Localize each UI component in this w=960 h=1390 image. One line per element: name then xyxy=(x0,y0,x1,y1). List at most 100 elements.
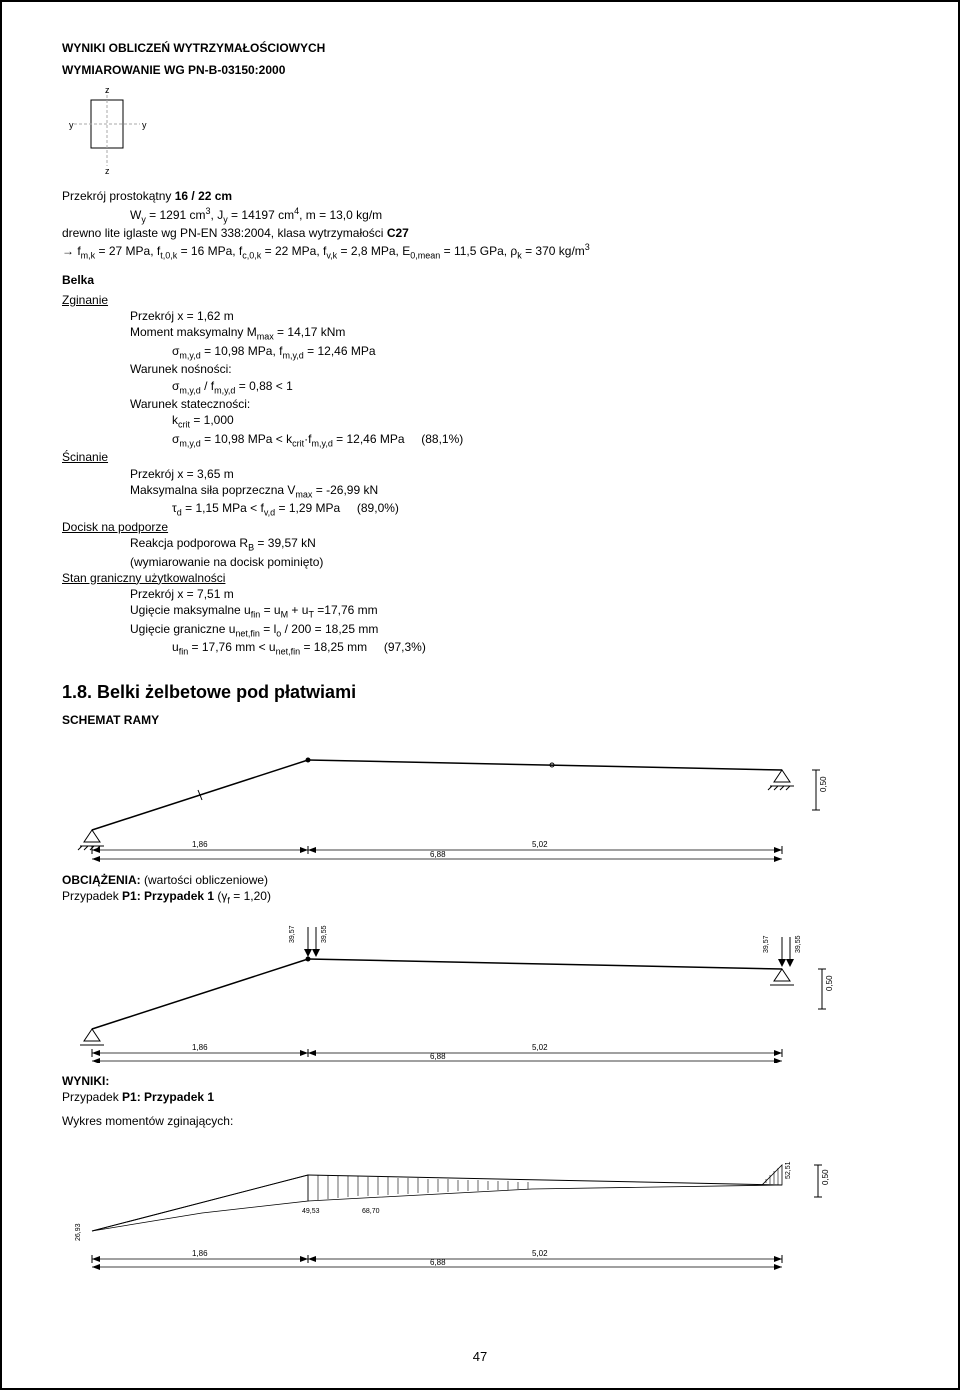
schemat-label: SCHEMAT RAMY xyxy=(62,712,898,728)
zg-l5s1: m,y,d xyxy=(179,385,200,395)
cross-section-text: Przekrój prostokątny 16 / 22 cm Wy = 129… xyxy=(62,188,898,261)
wyniki-case-a: Przypadek xyxy=(62,1090,122,1104)
st-l3: Ugięcie graniczne unet,fin = lo / 200 = … xyxy=(130,621,898,640)
dc-l2: (wymiarowanie na docisk pominięto) xyxy=(130,554,898,570)
cross-section-diagram: y y z z xyxy=(62,84,898,178)
zg-l5: σm,y,d / fm,y,d = 0,88 < 1 xyxy=(172,378,898,397)
svg-text:6,88: 6,88 xyxy=(430,1258,446,1267)
cs-l4s4: v,k xyxy=(326,251,337,261)
svg-text:5,02: 5,02 xyxy=(532,1249,548,1258)
st-l4b: = 17,76 mm < u xyxy=(188,640,275,654)
svg-text:68,70: 68,70 xyxy=(362,1208,380,1215)
zg-l5c: = 0,88 < 1 xyxy=(235,379,292,393)
sc-l2b: = -26,99 kN xyxy=(312,483,378,497)
svg-text:39,57: 39,57 xyxy=(763,935,770,953)
sc-l3b: = 1,15 MPa < f xyxy=(182,501,264,515)
st-l4pct: (97,3%) xyxy=(384,640,426,654)
st-l4s1: fin xyxy=(179,647,189,657)
section-heading: 1.8. Belki żelbetowe pod płatwiami xyxy=(62,680,898,704)
svg-text:y: y xyxy=(142,120,147,130)
dc-l1b: = 39,57 kN xyxy=(254,536,316,550)
cs-l4b: = 16 MPa, f xyxy=(177,244,242,258)
svg-text:52,51: 52,51 xyxy=(785,1162,792,1180)
sc-l3: τd = 1,15 MPa < fv,d = 1,29 MPa (89,0%) xyxy=(172,500,898,519)
docisk-label: Docisk na podporze xyxy=(62,519,898,535)
svg-text:y: y xyxy=(69,120,74,130)
svg-text:6,88: 6,88 xyxy=(430,1052,446,1061)
st-l2s2: M xyxy=(281,610,289,620)
st-l4: ufin = 17,76 mm < unet,fin = 18,25 mm (9… xyxy=(172,639,898,658)
loads-diagram: 39,57 39,55 39,57 39,55 0,50 1,86 5,02 6… xyxy=(62,913,898,1063)
zg-l4: Warunek nośności: xyxy=(130,361,898,377)
zg-l7s: crit xyxy=(178,420,190,430)
zg-l7: kcrit = 1,000 xyxy=(172,412,898,431)
obc-case: Przypadek P1: Przypadek 1 (γf = 1,20) xyxy=(62,888,898,907)
wyniki-label: WYNIKI: xyxy=(62,1073,898,1089)
cs-l4s5: 0,mean xyxy=(410,251,440,261)
st-l2d: =17,76 mm xyxy=(314,603,378,617)
cs-l4a: = 27 MPa, f xyxy=(95,244,160,258)
cs-l3a: drewno lite iglaste wg PN-EN 338:2004, k… xyxy=(62,226,387,240)
st-l3s1: net,fin xyxy=(235,628,260,638)
cs-m: , m = 13,0 kg/m xyxy=(299,208,382,222)
zg-l2sub: max xyxy=(257,332,274,342)
dim-seg2: 5,02 xyxy=(532,840,548,849)
cs-l3b: C27 xyxy=(387,226,409,240)
zg-l8b: = 10,98 MPa < k xyxy=(201,432,292,446)
obc-case-c: (γ xyxy=(214,889,227,903)
dc-l1: Reakcja podporowa RB = 39,57 kN xyxy=(130,535,898,554)
st-l4c: = 18,25 mm xyxy=(300,640,367,654)
zg-l8s1: m,y,d xyxy=(179,438,200,448)
svg-text:0,50: 0,50 xyxy=(819,776,828,792)
cs-wy: W xyxy=(130,208,141,222)
sc-l1: Przekrój x = 3,65 m xyxy=(130,466,898,482)
obc-case-a: Przypadek xyxy=(62,889,122,903)
cs-l4c: = 22 MPa, f xyxy=(261,244,326,258)
sc-l2: Maksymalna siła poprzeczna Vmax = -26,99… xyxy=(130,482,898,501)
cs-l4s1: m,k xyxy=(81,251,96,261)
zg-l7b: = 1,000 xyxy=(190,413,234,427)
stan-label: Stan graniczny użytkowalności xyxy=(62,570,898,586)
obc-case-b: P1: Przypadek 1 xyxy=(122,889,214,903)
cs-line1b: 16 / 22 cm xyxy=(175,189,232,203)
cs-j: , J xyxy=(211,208,224,222)
svg-text:1,86: 1,86 xyxy=(192,1043,208,1052)
svg-text:5,02: 5,02 xyxy=(532,1043,548,1052)
moment-diagram: 26,93 49,53 68,70 52,51 0,50 1,86 5,02 6… xyxy=(62,1135,898,1275)
zg-l5s2: m,y,d xyxy=(214,385,235,395)
cs-l4s3: c,0,k xyxy=(242,251,261,261)
zg-l3: σm,y,d = 10,98 MPa, fm,y,d = 12,46 MPa xyxy=(172,343,898,362)
scinanie-label: Ścinanie xyxy=(62,449,898,465)
zg-l3s2: m,y,d xyxy=(282,350,303,360)
st-l2: Ugięcie maksymalne ufin = uM + uT =17,76… xyxy=(130,602,898,621)
st-l3a: Ugięcie graniczne u xyxy=(130,622,235,636)
cs-l4sup: 3 xyxy=(585,242,590,252)
cs-jr: = 14197 cm xyxy=(228,208,294,222)
st-l2s1: fin xyxy=(251,610,261,620)
frame-diagram: 0,50 1,86 5,02 6,88 xyxy=(62,734,898,862)
page-number: 47 xyxy=(2,1348,958,1366)
zg-l6: Warunek stateczności: xyxy=(130,396,898,412)
zg-l3b: = 10,98 MPa, f xyxy=(201,344,283,358)
svg-text:49,53: 49,53 xyxy=(302,1208,320,1215)
st-l2c: + u xyxy=(288,603,308,617)
cs-line1a: Przekrój prostokątny xyxy=(62,189,175,203)
zg-l3s1: m,y,d xyxy=(179,350,200,360)
cs-l4e: = 11,5 GPa, ρ xyxy=(440,244,517,258)
obc-label: OBCIĄŻENIA: (wartości obliczeniowe) xyxy=(62,872,898,888)
zg-l1: Przekrój x = 1,62 m xyxy=(130,308,898,324)
st-l2a: Ugięcie maksymalne u xyxy=(130,603,251,617)
st-l4s2: net,fin xyxy=(276,647,301,657)
st-l1: Przekrój x = 7,51 m xyxy=(130,586,898,602)
cs-l4s2: t,0,k xyxy=(160,251,177,261)
zg-l8s2: crit xyxy=(292,438,304,448)
zg-l8: σm,y,d = 10,98 MPa < kcrit·fm,y,d = 12,4… xyxy=(172,431,898,450)
wyniki-case: Przypadek P1: Przypadek 1 xyxy=(62,1089,898,1105)
wyniki-case-b: P1: Przypadek 1 xyxy=(122,1090,214,1104)
cs-l4: → f xyxy=(62,244,81,258)
svg-text:1,86: 1,86 xyxy=(192,1249,208,1258)
sc-l2a: Maksymalna siła poprzeczna V xyxy=(130,483,295,497)
title-dimensioning: WYMIAROWANIE WG PN-B-03150:2000 xyxy=(62,62,898,78)
zginanie-label: Zginanie xyxy=(62,292,898,308)
svg-text:39,55: 39,55 xyxy=(321,925,328,943)
